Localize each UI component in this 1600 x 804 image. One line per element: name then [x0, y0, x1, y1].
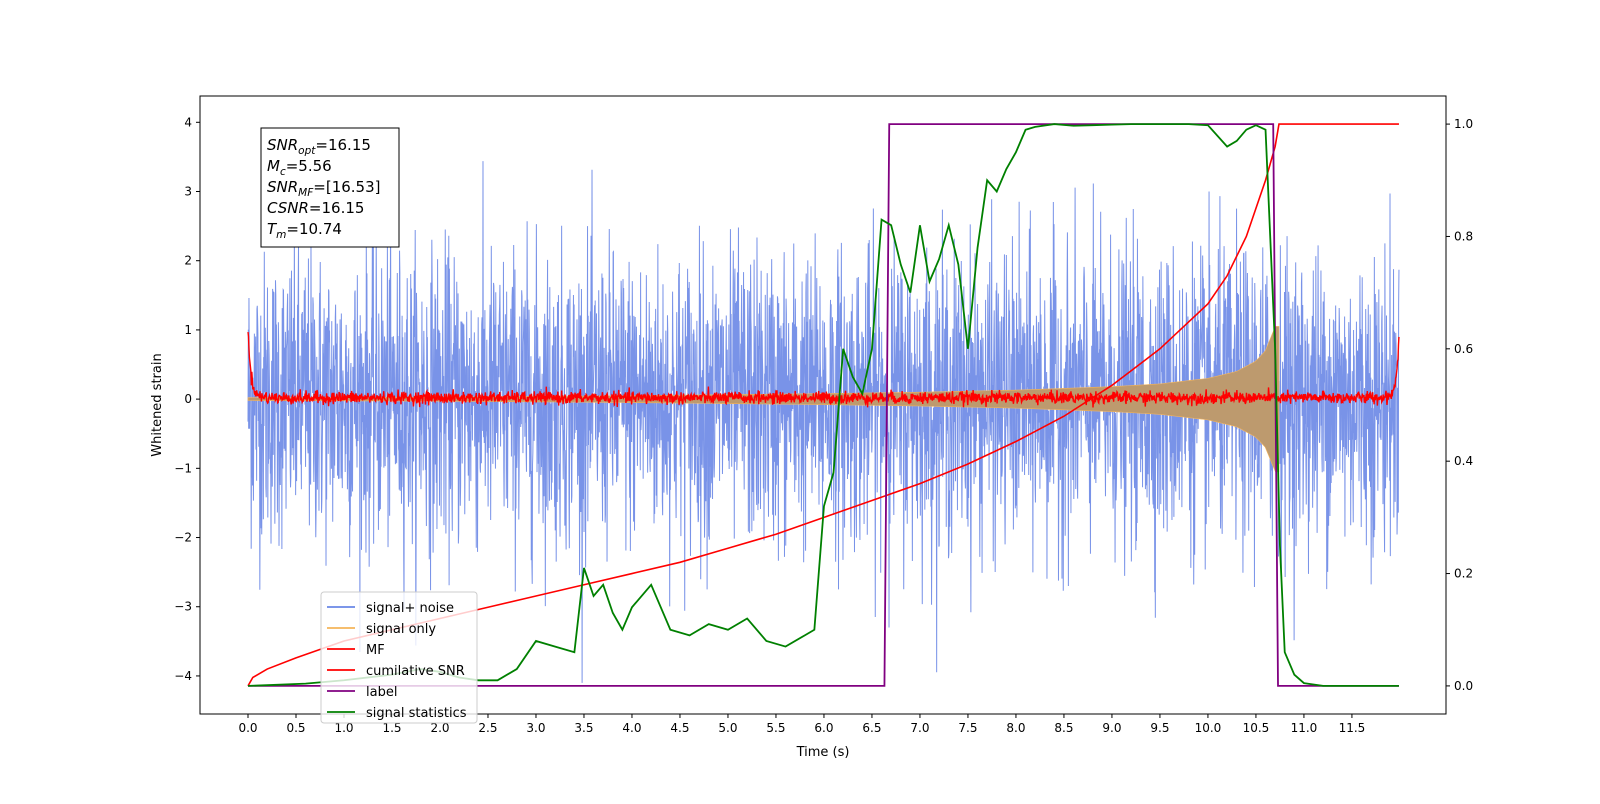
x-tick-label: 3.0	[526, 721, 545, 735]
info-line: Tm=10.74	[267, 220, 342, 241]
signal-noise-line	[247, 161, 1400, 683]
legend-label: signal only	[366, 622, 436, 637]
x-tick-label: 2.0	[430, 721, 449, 735]
y-axis-label-left: Whitened strain	[150, 353, 165, 456]
y-left-tick-label: −2	[174, 531, 192, 545]
y-right-tick-label: 0.6	[1454, 342, 1473, 356]
x-tick-label: 1.5	[382, 721, 401, 735]
x-tick-label: 9.0	[1102, 721, 1121, 735]
x-tick-label: 11.5	[1339, 721, 1366, 735]
mf-series	[247, 332, 1400, 408]
x-axis-ticks: 0.0 0.5 1.0 1.5 2.0 2.5 3.0 3.5 4.0 4.5 5.0 5.5 6.0 6…	[238, 714, 1365, 735]
y-left-tick-label: −4	[174, 669, 192, 683]
legend-frame	[320, 591, 478, 724]
signal-statistics-line	[247, 123, 1399, 687]
x-tick-label: 6.0	[814, 721, 833, 735]
y-left-tick-label: 3	[184, 185, 192, 199]
legend-label: signal+ noise	[366, 601, 454, 616]
x-tick-label: 1.0	[334, 721, 353, 735]
y-right-tick-label: 0.8	[1454, 229, 1473, 243]
legend-label: label	[366, 685, 397, 700]
x-tick-label: 0.0	[238, 721, 257, 735]
signal-noise-series	[247, 161, 1400, 683]
x-tick-label: 5.5	[766, 721, 785, 735]
x-axis-label: Time (s)	[796, 745, 850, 760]
y-right-tick-label: 0.0	[1454, 679, 1473, 693]
plot-frame	[199, 95, 1447, 715]
y-left-tick-label: −3	[174, 600, 192, 614]
x-tick-label: 0.5	[286, 721, 305, 735]
x-tick-label: 7.0	[910, 721, 929, 735]
x-tick-label: 10.5	[1243, 721, 1270, 735]
info-line: SNRopt=16.15	[267, 136, 371, 157]
info-line: Mc=5.56	[267, 157, 332, 178]
info-line: CSNR=16.15	[267, 199, 364, 217]
info-box-frame	[260, 127, 400, 248]
info-box: SNRopt=16.15Mc=5.56SNRMF=[16.53]CSNR=16.…	[260, 127, 400, 248]
x-tick-label: 8.5	[1054, 721, 1073, 735]
y-left-tick-label: 4	[184, 115, 192, 129]
y-right-tick-label: 0.4	[1454, 454, 1473, 468]
label-line	[248, 123, 1399, 687]
y-axis-left-ticks: 4 3 2 1 0 −1 −2 −3 −4	[174, 115, 200, 683]
y-left-tick-label: 0	[184, 392, 192, 406]
x-tick-label: 5.0	[718, 721, 737, 735]
y-axis-right-ticks: 1.0 0.8 0.6 0.4 0.2 0.0	[1446, 117, 1473, 693]
x-tick-label: 7.5	[958, 721, 977, 735]
legend-label: cumilative SNR	[366, 664, 465, 679]
x-tick-label: 4.5	[670, 721, 689, 735]
x-tick-label: 3.5	[574, 721, 593, 735]
x-tick-label: 6.5	[862, 721, 881, 735]
y-left-tick-label: 2	[184, 254, 192, 268]
x-tick-label: 4.0	[622, 721, 641, 735]
legend: signal+ noise signal only MF cumilative SNR…	[320, 591, 478, 724]
x-tick-label: 8.0	[1006, 721, 1025, 735]
y-left-tick-label: −1	[174, 461, 192, 475]
x-tick-label: 2.5	[478, 721, 497, 735]
legend-label: MF	[366, 643, 385, 658]
info-line: SNRMF=[16.53]	[267, 178, 381, 199]
mf-line	[247, 332, 1400, 408]
x-tick-label: 11.0	[1291, 721, 1318, 735]
x-tick-label: 9.5	[1150, 721, 1169, 735]
x-tick-label: 10.0	[1195, 721, 1222, 735]
y-left-tick-label: 1	[184, 323, 192, 337]
legend-label: signal statistics	[366, 706, 467, 721]
y-right-tick-label: 1.0	[1454, 117, 1473, 131]
y-right-tick-label: 0.2	[1454, 567, 1473, 581]
